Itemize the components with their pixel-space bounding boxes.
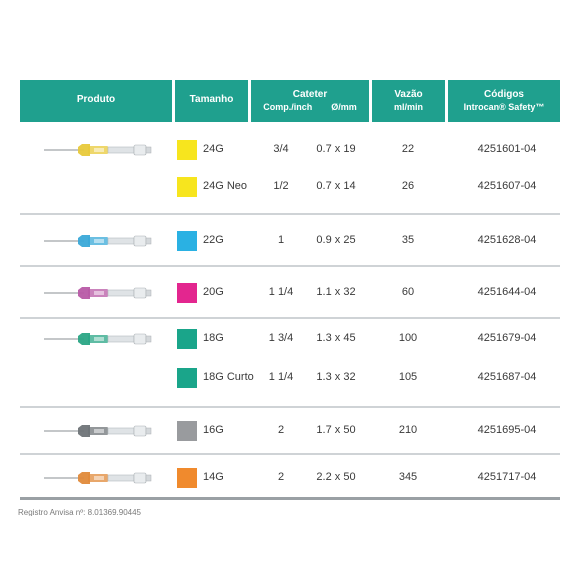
catheter-diameter: 2.2 x 50	[316, 471, 356, 483]
row-separator	[20, 453, 560, 455]
size-label: 14G	[203, 471, 224, 483]
product-code: 4251717-04	[477, 471, 537, 483]
header-tamanho: Tamanho	[175, 80, 248, 122]
flow-rate: 26	[401, 180, 415, 192]
catheter-diameter: 0.7 x 14	[316, 180, 356, 192]
size-label: 20G	[203, 286, 224, 298]
header-cateter: Cateter Comp./inch Ø/mm	[251, 80, 369, 122]
product-code: 4251644-04	[477, 286, 537, 298]
row-separator	[20, 265, 560, 267]
header-comp-label: Comp./inch	[263, 102, 313, 112]
size-label: 24G	[203, 143, 224, 155]
table-bottom-border	[20, 497, 560, 500]
header-vazao: Vazão ml/min	[372, 80, 445, 122]
row-separator	[20, 406, 560, 408]
catheter-icon	[44, 425, 152, 437]
product-code: 4251679-04	[477, 332, 537, 344]
row-separator	[20, 317, 560, 319]
flow-rate: 60	[401, 286, 415, 298]
header-cateter-label: Cateter	[292, 89, 328, 100]
size-label: 18G	[203, 332, 224, 344]
flow-rate: 22	[401, 143, 415, 155]
catheter-icon	[44, 235, 152, 247]
catheter-diameter: 0.9 x 25	[316, 234, 356, 246]
catheter-icon	[44, 472, 152, 484]
anvisa-registration: Registro Anvisa nº: 8.01369.90445	[18, 508, 142, 516]
flow-rate: 100	[398, 332, 418, 344]
header-vazao-unit: ml/min	[393, 102, 423, 112]
flow-rate: 345	[398, 471, 418, 483]
product-code: 4251687-04	[477, 371, 537, 383]
product-code: 4251628-04	[477, 234, 537, 246]
header-produto-label: Produto	[76, 94, 116, 105]
catheter-diameter: 0.7 x 19	[316, 143, 356, 155]
catheter-diameter: 1.1 x 32	[316, 286, 356, 298]
size-color-swatch	[177, 283, 197, 303]
catheter-length: 1 1/4	[268, 286, 294, 298]
header-vazao-label: Vazão	[394, 89, 423, 100]
header-codigos: Códigos Introcan® Safety™	[448, 80, 560, 122]
catheter-length: 1 3/4	[268, 332, 294, 344]
catheter-length: 2	[277, 471, 285, 483]
size-color-swatch	[177, 368, 197, 388]
catheter-diameter: 1.7 x 50	[316, 424, 356, 436]
catheter-length: 3/4	[273, 143, 289, 155]
header-produto: Produto	[20, 80, 172, 122]
product-code: 4251695-04	[477, 424, 537, 436]
catheter-length: 1	[277, 234, 285, 246]
flow-rate: 35	[401, 234, 415, 246]
size-label: 18G Curto	[203, 371, 254, 383]
catheter-icon	[44, 144, 152, 156]
header-diam-label: Ø/mm	[331, 102, 357, 112]
catheter-icon	[44, 333, 152, 345]
catheter-length: 2	[277, 424, 285, 436]
row-separator	[20, 213, 560, 215]
size-color-swatch	[177, 421, 197, 441]
size-color-swatch	[177, 329, 197, 349]
size-label: 22G	[203, 234, 224, 246]
catheter-length: 1/2	[273, 180, 289, 192]
size-label: 16G	[203, 424, 224, 436]
catheter-icon	[44, 287, 152, 299]
size-color-swatch	[177, 177, 197, 197]
size-color-swatch	[177, 468, 197, 488]
flow-rate: 210	[398, 424, 418, 436]
header-codigos-sub: Introcan® Safety™	[463, 102, 545, 112]
size-color-swatch	[177, 140, 197, 160]
product-code: 4251601-04	[477, 143, 537, 155]
flow-rate: 105	[398, 371, 418, 383]
catheter-diameter: 1.3 x 32	[316, 371, 356, 383]
size-label: 24G Neo	[203, 180, 248, 192]
product-code: 4251607-04	[477, 180, 537, 192]
header-cateter-sub: Comp./inch Ø/mm	[251, 102, 369, 112]
header-tamanho-label: Tamanho	[189, 94, 234, 105]
header-codigos-label: Códigos	[484, 89, 524, 100]
size-color-swatch	[177, 231, 197, 251]
catheter-diameter: 1.3 x 45	[316, 332, 356, 344]
catheter-length: 1 1/4	[268, 371, 294, 383]
